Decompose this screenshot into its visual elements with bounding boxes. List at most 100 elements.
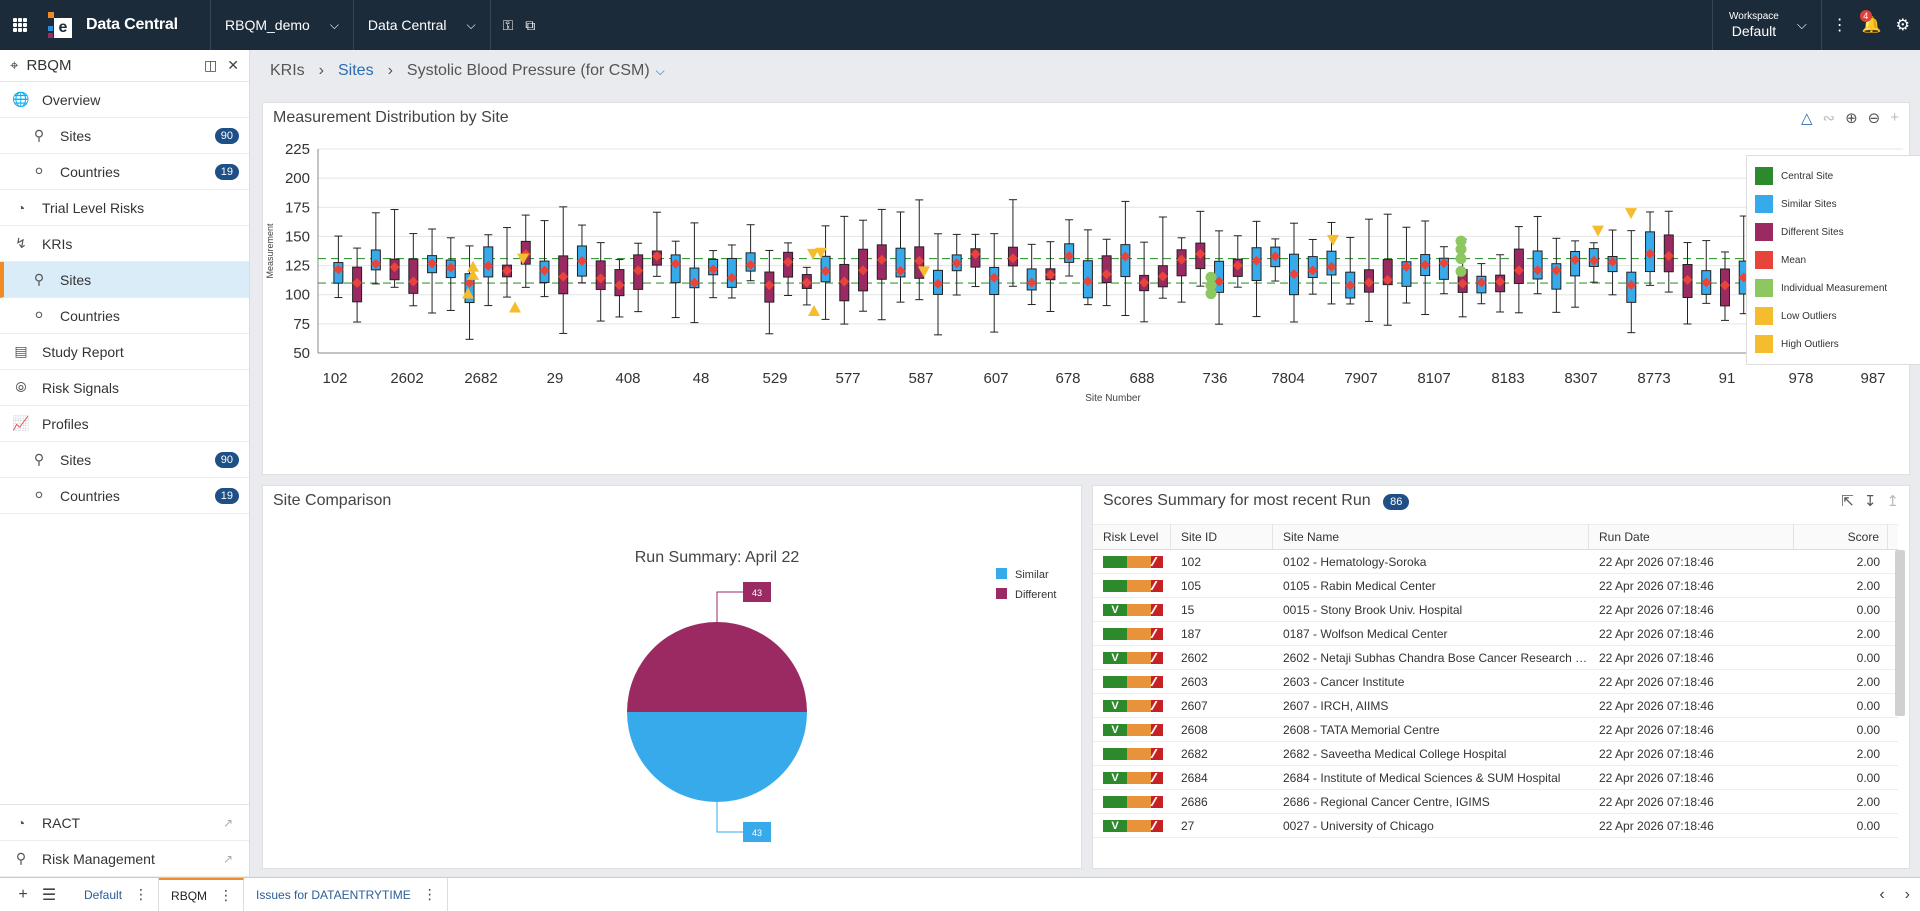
chevron-down-icon[interactable]: ⌵ [655,63,665,78]
sidebar-item-profiles-countries[interactable]: ⚪ Countries 19 [0,478,249,514]
chevron-right-icon: › [387,62,393,79]
breadcrumb-kris[interactable]: KRIs [270,62,305,79]
zoom-out-icon[interactable]: ⊖ [1867,110,1881,127]
boxplot-chart: 225 200 175 150 125 100 75 50 Measurement Site Nu… [265,141,1909,404]
sidebar-item-overview-countries[interactable]: ⚪ Countries 19 [0,154,249,190]
box [1532,250,1543,280]
box-mark [427,228,438,314]
y-axis-title: Measurement [265,223,275,279]
sidebar-item-overview[interactable]: 🌐 Overview [0,82,249,118]
tab-default[interactable]: Default ⋮ [72,877,160,911]
app-logo[interactable]: e Data Central [40,0,210,50]
table-scrollbar[interactable] [1895,550,1905,716]
copy-window-icon[interactable]: ⧉ [525,16,536,33]
legend-swatch [996,568,1007,579]
zoom-in-icon[interactable]: ⊕ [1845,110,1858,127]
sidebar-item-kris[interactable]: ↯ KRIs [0,226,249,262]
module-dropdown[interactable]: Data Central ⌵ [352,0,490,50]
plus-icon[interactable]: + [1890,109,1899,126]
count-badge: 19 [214,163,239,180]
upload-icon[interactable]: ↥ [1886,493,1899,510]
legend-item[interactable]: Different Sites [1755,218,1917,246]
table-row[interactable]: V 2608 2608 - TATA Memorial Centre 22 Apr 2… [1093,718,1898,742]
table-row[interactable]: 102 0102 - Hematology-Soroka 22 Apr 2026 0… [1093,550,1898,574]
app-launcher-icon[interactable] [0,0,40,50]
box-mark [370,212,381,285]
mean-marker [1682,274,1693,285]
legend-item[interactable]: Low Outliers [1755,302,1917,330]
table-row[interactable]: V 2684 2684 - Institute of Medical Science… [1093,766,1898,790]
gear-icon[interactable]: ⚙ [1895,17,1910,34]
count-badge: 90 [214,127,239,144]
scatter-icon[interactable]: ∾ [1822,110,1836,127]
sidebar-item-risk-signals[interactable]: ⦾ Risk Signals [0,370,249,406]
score-cell: 2.00 [1856,674,1880,689]
table-row[interactable]: 2603 2603 - Cancer Institute 22 Apr 2026 0… [1093,670,1898,694]
chevron-down-icon: ⌵ [466,17,476,32]
workspace-dropdown[interactable]: Workspace Default ⌵ [1712,0,1821,50]
sidebar-item-risk-management[interactable]: ⚲ Risk Management ↗ [0,841,249,877]
mean-marker [1251,255,1262,266]
study-dropdown[interactable]: RBQM_demo ⌵ [210,0,353,50]
legend-item[interactable]: High Outliers [1755,330,1917,358]
sidebar-item-study-report[interactable]: ▤ Study Report [0,334,249,370]
table-row[interactable]: V 2602 2602 - Netaji Subhas Chandra Bose C… [1093,646,1898,670]
chevron-right-icon[interactable]: › [1904,885,1910,903]
table-row[interactable]: 2686 2686 - Regional Cancer Centre, IGIMS… [1093,790,1898,814]
column-header[interactable]: Run Date [1589,524,1794,550]
legend-item[interactable]: Individual Measurement [1755,274,1917,302]
table-row[interactable]: V 15 0015 - Stony Brook Univ. Hospital 22 A… [1093,598,1898,622]
more-vertical-icon[interactable]: ⋮ [422,886,437,902]
sidebar-item-profiles[interactable]: 📈 Profiles [0,406,249,442]
more-vertical-icon[interactable]: ⋮ [1831,17,1848,34]
sidebar-item-kris-sites[interactable]: ⚲ Sites [0,262,249,298]
column-header[interactable]: Site ID [1171,524,1273,550]
chevron-left-icon[interactable]: ‹ [1879,885,1885,903]
legend-item[interactable]: Central Site [1755,162,1917,190]
run-date-cell: 22 Apr 2026 07:18:46 [1599,602,1714,617]
add-tab-icon[interactable]: + [18,885,28,903]
column-header[interactable]: Risk Level [1093,524,1171,550]
close-icon[interactable]: ✕ [227,57,239,73]
run-date-cell: 22 Apr 2026 07:18:46 [1599,650,1714,665]
site-name-cell: 0102 - Hematology-Soroka [1283,554,1427,569]
column-header[interactable]: Score [1794,524,1888,550]
table-row[interactable]: 2682 2682 - Saveetha Medical College Hosp… [1093,742,1898,766]
filter-icon[interactable]: ⚿ [502,16,514,33]
box-mark [820,225,831,320]
sidebar-item-overview-sites[interactable]: ⚲ Sites 90 [0,118,249,154]
legend-item[interactable]: Mean [1755,246,1917,274]
legend-label: Similar Sites [1781,198,1837,210]
more-vertical-icon[interactable]: ⋮ [134,886,149,902]
table-row[interactable]: 187 0187 - Wolfson Medical Center 22 Apr 2… [1093,622,1898,646]
site-id-cell: 2684 [1181,770,1208,785]
tab-issues[interactable]: Issues for DATAENTRYTIME ⋮ [244,877,448,911]
site-id-cell: 105 [1181,578,1202,593]
table-row[interactable]: 105 0105 - Rabin Medical Center 22 Apr 202… [1093,574,1898,598]
sidebar-item-trial-level-risks[interactable]: ◔ Trial Level Risks [0,190,249,226]
more-vertical-icon[interactable]: ⋮ [219,887,234,903]
lightning-icon: ↯ [15,235,27,251]
table-row[interactable]: V 2607 2607 - IRCH, AIIMS 22 Apr 2026 07:18… [1093,694,1898,718]
panel-toggle-icon[interactable]: ◫ [204,57,218,73]
box-mark [1438,246,1449,295]
individual-measurement [1455,235,1467,247]
export-icon[interactable]: ⇱ [1841,493,1854,510]
mean-marker [1513,265,1524,276]
breadcrumb-sites[interactable]: Sites [338,62,374,79]
x-tick-label: 2682 [464,370,497,387]
sidebar-item-ract[interactable]: ◔ RACT ↗ [0,805,249,841]
menu-icon[interactable]: ☰ [41,886,57,904]
mean-marker [1120,251,1131,262]
table-row[interactable]: V 27 0027 - University of Chicago 22 Apr 20… [1093,814,1898,838]
mean-marker [783,256,794,267]
sidebar-item-kris-countries[interactable]: ⚪ Countries [0,298,249,334]
download-icon[interactable]: ↧ [1863,493,1877,510]
sidebar-item-profiles-sites[interactable]: ⚲ Sites 90 [0,442,249,478]
column-header[interactable]: Site Name [1273,524,1589,550]
shapes-icon[interactable]: △ [1800,110,1813,127]
legend-item[interactable]: Similar Sites [1755,190,1917,218]
breadcrumb-current[interactable]: Systolic Blood Pressure (for CSM) [406,62,650,79]
risk-cell [1093,747,1171,760]
tab-rbqm[interactable]: RBQM ⋮ [159,877,245,911]
